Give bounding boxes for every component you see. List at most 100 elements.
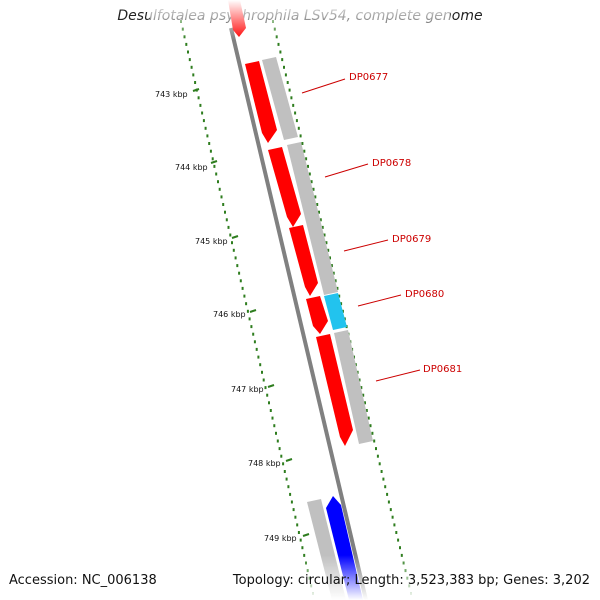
left-minor-tick [264,386,267,390]
right-minor-tick [288,88,291,92]
minor-ticks-left [180,20,314,595]
summary-text: Topology: circular; Length: 3,523,383 bp… [232,573,590,588]
right-minor-tick [340,302,343,306]
right-minor-tick [316,203,319,206]
gene-label-DP0681[interactable]: DP0681 [423,364,462,375]
left-minor-tick [199,103,202,107]
scale-label-743: 743 kbp [155,90,188,99]
left-minor-tick [282,462,285,466]
left-minor-tick [241,286,244,290]
gene-gray-1-bar[interactable] [262,57,298,140]
gene-label-DP0679[interactable]: DP0679 [392,234,431,245]
right-minor-tick [341,309,344,313]
left-minor-tick [245,302,248,306]
gene-label-DP0680[interactable]: DP0680 [405,289,444,300]
right-minor-tick [321,225,324,229]
right-minor-tick [295,119,298,123]
right-minor-tick [284,73,287,77]
right-minor-tick [286,81,289,84]
left-minor-tick [255,347,258,351]
right-minor-tick [277,42,280,46]
gene-DP0679-arrow-icon[interactable] [289,225,318,296]
right-minor-tick [380,470,383,473]
left-minor-tick [269,409,272,412]
right-minor-tick [314,195,317,199]
gene-DP0680-cyan-bar[interactable] [324,293,347,330]
left-minor-tick [187,50,189,54]
left-minor-tick [197,96,200,100]
left-minor-tick [225,218,228,222]
right-minor-tick [336,286,339,290]
right-minor-tick [384,485,387,489]
left-minor-tick [285,477,288,481]
left-minor-tick [202,119,205,123]
left-minor-tick [194,81,197,84]
left-minor-tick [243,294,246,298]
left-minor-tick [280,454,283,458]
left-minor-tick [218,187,221,191]
left-minor-tick [224,210,226,214]
bottom-fade [150,555,450,600]
left-minor-tick [208,142,211,145]
right-minor-tick [290,96,293,100]
right-minor-tick [292,103,295,107]
left-minor-tick [215,172,218,176]
left-minor-tick [250,325,253,329]
left-minor-tick [262,378,265,382]
right-minor-tick [371,431,374,435]
right-minor-tick [334,279,337,283]
right-minor-tick [310,180,313,184]
left-minor-tick [204,126,207,130]
left-minor-tick [283,470,286,473]
right-minor-tick [397,538,400,542]
left-minor-tick [278,447,281,451]
right-minor-tick [356,370,359,374]
right-minor-tick [283,65,285,69]
scale-label-747: 747 kbp [231,385,264,394]
gene-labels: DP0677 DP0678 DP0679 DP0680 DP0681 [301,72,462,382]
left-minor-tick [229,233,232,237]
accession-text: Accession: NC_006138 [9,573,157,588]
gene-DP0681-arrow-icon[interactable] [316,334,353,446]
left-minor-tick [268,401,270,405]
right-minor-tick [391,515,394,519]
right-minor-tick [393,523,396,527]
right-minor-tick [395,531,398,534]
left-minor-tick [273,424,276,428]
left-minor-tick [253,340,256,344]
left-minor-tick [234,256,237,260]
scale-label-749: 749 kbp [264,534,297,543]
right-minor-tick [332,271,335,275]
right-minor-tick [327,248,330,252]
gene-gray-2-bar[interactable] [287,142,338,295]
left-minor-tick [301,546,304,550]
right-minor-tick [399,546,401,550]
left-minor-tick [271,416,274,420]
left-minor-tick [296,523,299,527]
left-minor-tick [266,393,269,397]
scale-label-744: 744 kbp [175,163,208,172]
left-minor-tick [231,241,233,245]
left-minor-tick [201,111,204,115]
gene-gray-3-bar[interactable] [334,330,373,444]
left-minor-tick [188,58,191,62]
left-minor-tick [238,271,241,275]
right-minor-tick [281,58,284,62]
gene-label-DP0678[interactable]: DP0678 [372,158,411,169]
gene-DP0680-arrow-icon[interactable] [306,296,328,334]
gene-DP0678-arrow-icon[interactable] [268,147,301,227]
left-minor-tick [236,264,239,268]
right-minor-tick [279,50,282,54]
gene-DP0677-arrow-icon[interactable] [245,61,277,143]
right-minor-tick [329,256,331,260]
right-minor-tick [318,210,320,214]
right-minor-tick [373,439,376,443]
gene-label-DP0677[interactable]: DP0677 [349,72,388,83]
left-minor-tick [275,431,277,435]
left-minor-tick [248,317,251,321]
right-minor-tick [387,500,390,504]
left-minor-tick [261,370,263,374]
right-minor-tick [360,386,363,390]
scale-label-748: 748 kbp [248,459,281,468]
